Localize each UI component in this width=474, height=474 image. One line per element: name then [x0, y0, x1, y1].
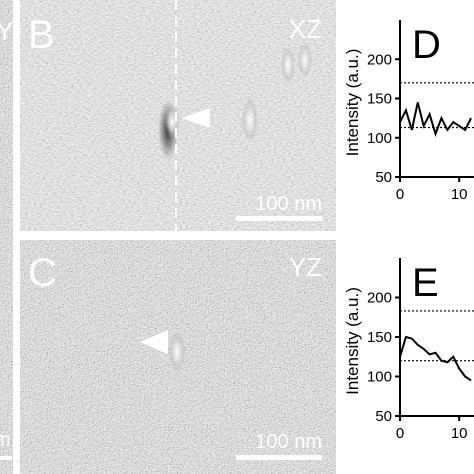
x-tick-label: 10: [451, 425, 468, 442]
y-tick-label: 200: [367, 51, 392, 68]
y-tick-label: 100: [367, 369, 392, 386]
feature: [164, 104, 180, 140]
line: [399, 102, 472, 137]
panel-a-scale-bar: [0, 456, 12, 460]
y-axis-label: Intensity (a.u.): [343, 49, 362, 157]
panel-a-scale-label: m: [0, 429, 11, 451]
arrowhead: [182, 108, 210, 128]
panel-letter: D: [412, 23, 441, 67]
scale-bar: [236, 216, 322, 221]
panel-plane: XZ: [289, 14, 322, 44]
y-tick-label: 100: [367, 130, 392, 147]
panel-a-image: [0, 0, 13, 474]
panel-plane: YZ: [289, 252, 322, 282]
x-tick-label: 10: [451, 186, 468, 203]
line: [399, 335, 472, 382]
scale-bar: [236, 455, 322, 460]
feature: [242, 98, 258, 142]
scale-label: 100 nm: [255, 431, 322, 453]
feature: [298, 42, 312, 78]
y-tick-label: 50: [375, 169, 392, 186]
panel-letter: E: [412, 261, 439, 305]
y-tick-label: 200: [367, 290, 392, 307]
y-tick-label: 50: [375, 408, 392, 425]
arrowhead: [140, 330, 168, 354]
scale-label: 100 nm: [255, 193, 322, 215]
feature: [281, 47, 295, 83]
panel-a-label: Y: [0, 16, 13, 46]
y-tick-label: 150: [367, 329, 392, 346]
panel-letter: B: [28, 13, 55, 57]
x-tick-label: 0: [396, 425, 404, 442]
y-tick-label: 150: [367, 91, 392, 108]
feature: [169, 332, 185, 372]
x-tick-label: 0: [396, 186, 404, 203]
panel-letter: C: [28, 251, 57, 295]
y-axis-label: Intensity (a.u.): [343, 287, 362, 395]
